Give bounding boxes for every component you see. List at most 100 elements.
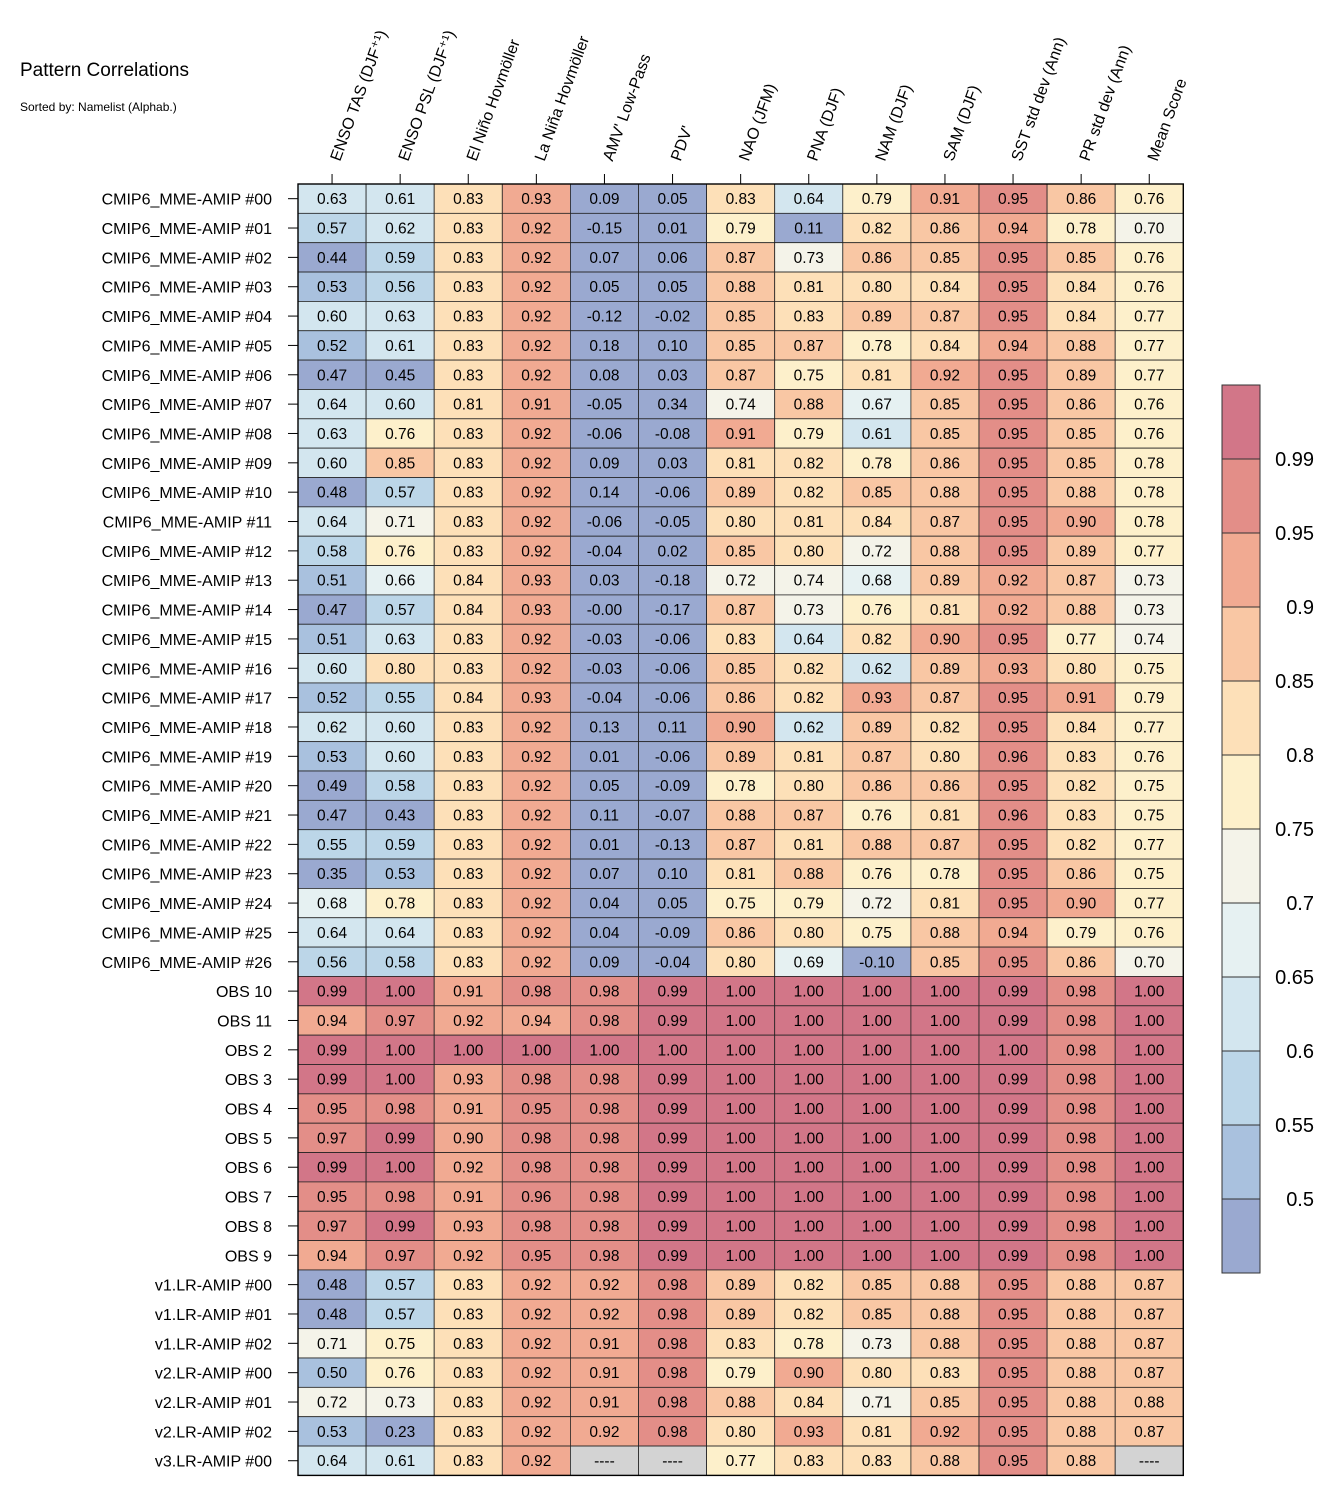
heatmap-cell: [1046, 418, 1116, 449]
column-label: NAO (JFM): [736, 82, 780, 164]
heatmap-cell: [706, 1357, 776, 1388]
cell-value-label: 0.63: [317, 191, 347, 208]
cell-value-label: 0.83: [453, 1424, 483, 1441]
heatmap-cell: [978, 1005, 1048, 1036]
cell-value-label: 0.88: [726, 1395, 756, 1412]
cell-value-label: 0.71: [385, 514, 415, 531]
heatmap-cell: [706, 1386, 776, 1418]
cell-value-label: 0.62: [317, 719, 347, 736]
row-label: CMIP6_MME-AMIP #26: [102, 955, 273, 972]
cell-value-label: 0.01: [657, 221, 687, 238]
cell-value-label: 0.72: [862, 896, 892, 913]
cell-value-label: 0.93: [453, 1072, 483, 1089]
row-label: v3.LR-AMIP #00: [155, 1454, 272, 1471]
cell-value-label: 0.89: [1066, 367, 1096, 384]
heatmap-cell: [433, 946, 503, 977]
cell-value-label: 0.92: [521, 309, 551, 326]
row-label: CMIP6_MME-AMIP #02: [102, 250, 273, 267]
heatmap-cell: [638, 711, 707, 743]
heatmap-cell: [774, 1386, 844, 1418]
cell-value-label: 0.89: [930, 661, 960, 678]
cell-value-label: 0.66: [385, 573, 415, 590]
cell-value-label: 1.00: [453, 1042, 484, 1059]
heatmap-cell: [433, 770, 503, 801]
cell-value-label: 0.61: [862, 426, 892, 443]
cell-value-label: 1.00: [930, 1218, 961, 1235]
cell-value-label: 0.82: [794, 661, 824, 678]
row-label: CMIP6_MME-AMIP #11: [103, 515, 272, 532]
heatmap-cell: [365, 799, 435, 831]
heatmap-cell: [910, 946, 980, 977]
heatmap-cell: [433, 565, 503, 596]
cell-value-label: 0.77: [1066, 631, 1096, 648]
heatmap-cell: [842, 330, 912, 361]
cell-value-label: 0.91: [589, 1365, 619, 1382]
heatmap-cell: [638, 653, 707, 684]
heatmap-cell: [706, 447, 776, 478]
cell-value-label: 0.88: [930, 1306, 960, 1323]
cell-value-label: 0.82: [862, 631, 892, 648]
cell-value-label: -0.05: [655, 514, 690, 531]
heatmap-cell: [910, 300, 980, 332]
heatmap-cell: [297, 829, 367, 860]
cell-value-label: -0.09: [655, 778, 690, 795]
cell-value-label: -0.07: [655, 808, 690, 825]
cell-value-label: 0.87: [930, 309, 960, 326]
heatmap-cell: [570, 653, 639, 684]
heatmap-cell: [570, 300, 639, 332]
heatmap-cell: [638, 1328, 707, 1359]
cell-value-label: 0.88: [930, 1336, 960, 1353]
cell-value-label: 0.98: [589, 1189, 619, 1206]
cell-value-label: 0.07: [589, 866, 619, 883]
cell-value-label: 0.92: [930, 1424, 960, 1441]
heatmap-cell: [978, 506, 1048, 537]
cell-value-label: 0.91: [453, 984, 483, 1001]
row-label: v2.LR-AMIP #02: [155, 1424, 272, 1441]
cell-value-label: 1.00: [726, 1130, 757, 1147]
cell-value-label: 0.89: [930, 573, 960, 590]
heatmap-cell: [1114, 888, 1184, 919]
heatmap-cell: [638, 682, 707, 713]
heatmap-cell: [910, 389, 980, 420]
cell-value-label: 0.68: [317, 896, 347, 913]
heatmap-cell: [570, 976, 639, 1007]
cell-value-label: 0.59: [385, 837, 415, 854]
cell-value-label: 0.59: [385, 250, 415, 267]
chart-title: Pattern Correlations: [20, 60, 189, 81]
cell-value-label: 0.85: [1066, 455, 1096, 472]
cell-value-label: 0.35: [317, 866, 347, 883]
cell-value-label: 0.88: [1066, 338, 1096, 355]
cell-value-label: 0.91: [726, 426, 756, 443]
heatmap-cell: [501, 829, 571, 860]
cell-value-label: 0.98: [1066, 984, 1096, 1001]
cell-value-label: -0.00: [587, 602, 623, 619]
cell-value-label: 0.95: [998, 543, 1028, 560]
cell-value-label: ----: [594, 1453, 615, 1470]
heatmap-cell: [297, 359, 367, 390]
cell-value-label: 0.64: [794, 631, 825, 648]
cell-value-label: 0.89: [726, 1277, 756, 1294]
heatmap-cell: [842, 300, 912, 332]
heatmap-cell: [910, 799, 980, 831]
heatmap-cell: [774, 653, 844, 684]
cell-value-label: 0.77: [1134, 367, 1164, 384]
heatmap-cell: [1114, 1269, 1184, 1300]
cell-value-label: 0.95: [521, 1101, 551, 1118]
heatmap-cell: [638, 1298, 707, 1330]
cell-value-label: 0.79: [862, 191, 892, 208]
cell-value-label: 0.98: [589, 1248, 619, 1265]
cell-value-label: 0.94: [521, 1013, 552, 1030]
cell-value-label: 0.81: [930, 896, 960, 913]
heatmap-cell: [433, 741, 503, 772]
cell-value-label: 0.83: [453, 954, 483, 971]
cell-value-label: 0.86: [1066, 954, 1096, 971]
heatmap-cell: [1046, 594, 1116, 625]
cell-value-label: 0.92: [521, 1277, 551, 1294]
cell-value-label: 0.76: [862, 808, 892, 825]
cell-value-label: -0.15: [587, 221, 622, 238]
heatmap-cell: [706, 359, 776, 390]
cell-value-label: -0.02: [655, 309, 690, 326]
heatmap-cell: [774, 976, 844, 1007]
heatmap-cell: [638, 359, 707, 390]
cell-value-label: 1.00: [862, 1042, 893, 1059]
